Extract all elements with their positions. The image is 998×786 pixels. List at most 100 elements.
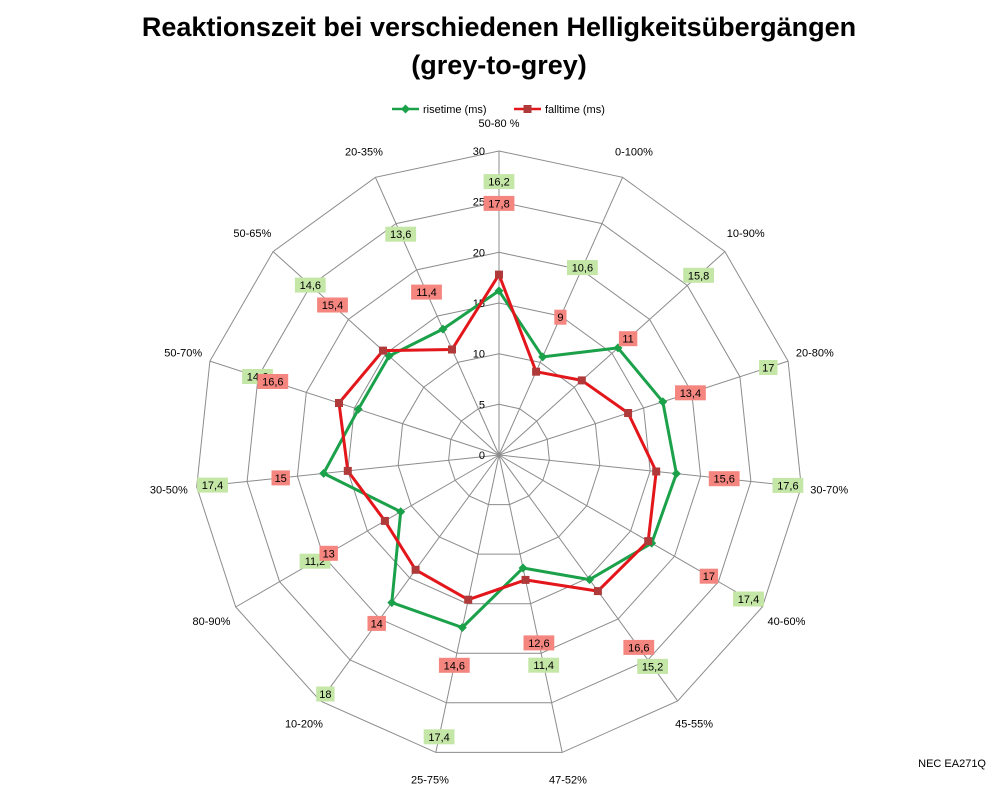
data-point xyxy=(532,367,541,376)
data-label-bg xyxy=(618,331,638,347)
legend-label: risetime (ms) xyxy=(423,104,487,116)
data-label-bg xyxy=(197,477,228,493)
data-point xyxy=(624,409,633,417)
grid-spoke xyxy=(235,454,500,608)
grid-spoke xyxy=(319,454,500,702)
data-label: 15 xyxy=(275,473,287,485)
data-point xyxy=(353,404,363,414)
data-label: 17,4 xyxy=(428,732,449,744)
data-label-bg xyxy=(523,635,555,651)
legend-label: falltime (ms) xyxy=(545,104,605,116)
data-label-bg xyxy=(759,360,778,375)
data-point xyxy=(448,345,456,354)
data-labels: 16,210,615,81717,617,415,211,417,41811,2… xyxy=(197,174,804,745)
category-label: 50-70% xyxy=(164,347,202,359)
data-label: 18 xyxy=(319,689,331,701)
data-label-bg xyxy=(708,471,740,487)
data-label-bg xyxy=(367,615,386,631)
data-label: 12,6 xyxy=(528,638,549,650)
data-label-bg xyxy=(316,686,335,702)
data-label-bg xyxy=(483,174,515,190)
radial-tick-label: 10 xyxy=(473,349,485,361)
data-point xyxy=(577,376,586,385)
data-label: 14 xyxy=(371,618,383,630)
data-label: 9 xyxy=(557,312,563,324)
series-line xyxy=(337,273,658,602)
grid-ring xyxy=(246,201,752,704)
radial-tick-label: 5 xyxy=(479,399,485,411)
data-label: 13,6 xyxy=(390,229,411,241)
data-point xyxy=(387,598,397,608)
data-label: 11,4 xyxy=(533,660,554,672)
radial-tick-label: 20 xyxy=(473,247,485,259)
data-label: 11 xyxy=(622,334,633,346)
data-label: 10,6 xyxy=(572,263,593,275)
data-label: 16,6 xyxy=(262,377,283,389)
category-label: 10-90% xyxy=(727,228,765,240)
data-label-bg xyxy=(438,657,470,673)
data-point xyxy=(518,563,528,573)
data-point xyxy=(658,397,668,407)
data-label: 15,8 xyxy=(688,270,709,282)
data-label: 16,6 xyxy=(628,642,649,654)
radial-tick-label: 30 xyxy=(473,146,485,158)
data-point xyxy=(380,516,389,525)
data-point xyxy=(396,507,406,517)
data-label-bg xyxy=(385,226,417,242)
data-label-bg xyxy=(733,591,764,607)
data-label: 17,4 xyxy=(738,594,759,606)
data-label: 16,2 xyxy=(488,177,509,189)
data-label: 17 xyxy=(703,571,715,583)
data-point xyxy=(644,537,653,546)
data-label-bg xyxy=(554,309,567,325)
data-point xyxy=(343,466,352,475)
category-label: 40-60% xyxy=(768,616,806,628)
chart-title-line-2: (grey-to-grey) xyxy=(411,50,587,80)
data-label: 17,4 xyxy=(202,480,223,492)
data-point xyxy=(538,352,548,362)
grid-spoke xyxy=(498,454,763,608)
data-label-bg xyxy=(675,385,706,401)
data-label: 11,4 xyxy=(416,287,437,299)
data-point xyxy=(585,575,595,585)
category-label: 80-90% xyxy=(193,616,231,628)
radar-grid xyxy=(196,150,802,753)
category-label: 50-80 % xyxy=(479,118,520,130)
data-label-bg xyxy=(411,284,442,300)
data-point xyxy=(457,622,467,632)
legend: risetime (ms) falltime (ms) xyxy=(392,104,605,116)
data-point xyxy=(319,468,329,478)
data-label-bg xyxy=(317,297,348,313)
grid-ring xyxy=(347,302,651,605)
chart-title-line-1: Reaktionszeit bei verschiedenen Helligke… xyxy=(141,12,857,42)
category-label: 50-65% xyxy=(233,228,271,240)
legend-marker xyxy=(523,105,532,113)
category-label: 45-55% xyxy=(675,719,713,731)
data-label: 17,8 xyxy=(488,198,509,210)
grid-spoke xyxy=(498,454,802,488)
data-label-bg xyxy=(294,277,326,293)
data-point xyxy=(438,324,448,334)
category-label: 30-50% xyxy=(150,485,188,497)
data-label: 15,2 xyxy=(642,661,663,673)
data-label: 17,6 xyxy=(777,480,798,492)
grid-ring xyxy=(196,150,802,753)
data-point xyxy=(494,286,504,296)
data-label-bg xyxy=(271,470,290,486)
data-point xyxy=(652,467,661,476)
category-label: 20-80% xyxy=(796,347,834,359)
data-point xyxy=(411,565,420,574)
series-0 xyxy=(319,286,681,632)
category-label: 20-35% xyxy=(345,147,383,159)
data-label: 17 xyxy=(762,363,774,375)
data-point xyxy=(335,399,343,407)
data-label-bg xyxy=(683,267,714,283)
series-line xyxy=(322,289,678,629)
data-point xyxy=(495,270,503,279)
data-label-bg xyxy=(483,195,515,211)
monitor-model-label: NEC EA271Q xyxy=(918,758,986,770)
legend-marker xyxy=(401,104,410,114)
data-point xyxy=(671,469,681,479)
radial-tick-label: 25 xyxy=(473,197,485,209)
grid-spoke xyxy=(374,177,500,456)
